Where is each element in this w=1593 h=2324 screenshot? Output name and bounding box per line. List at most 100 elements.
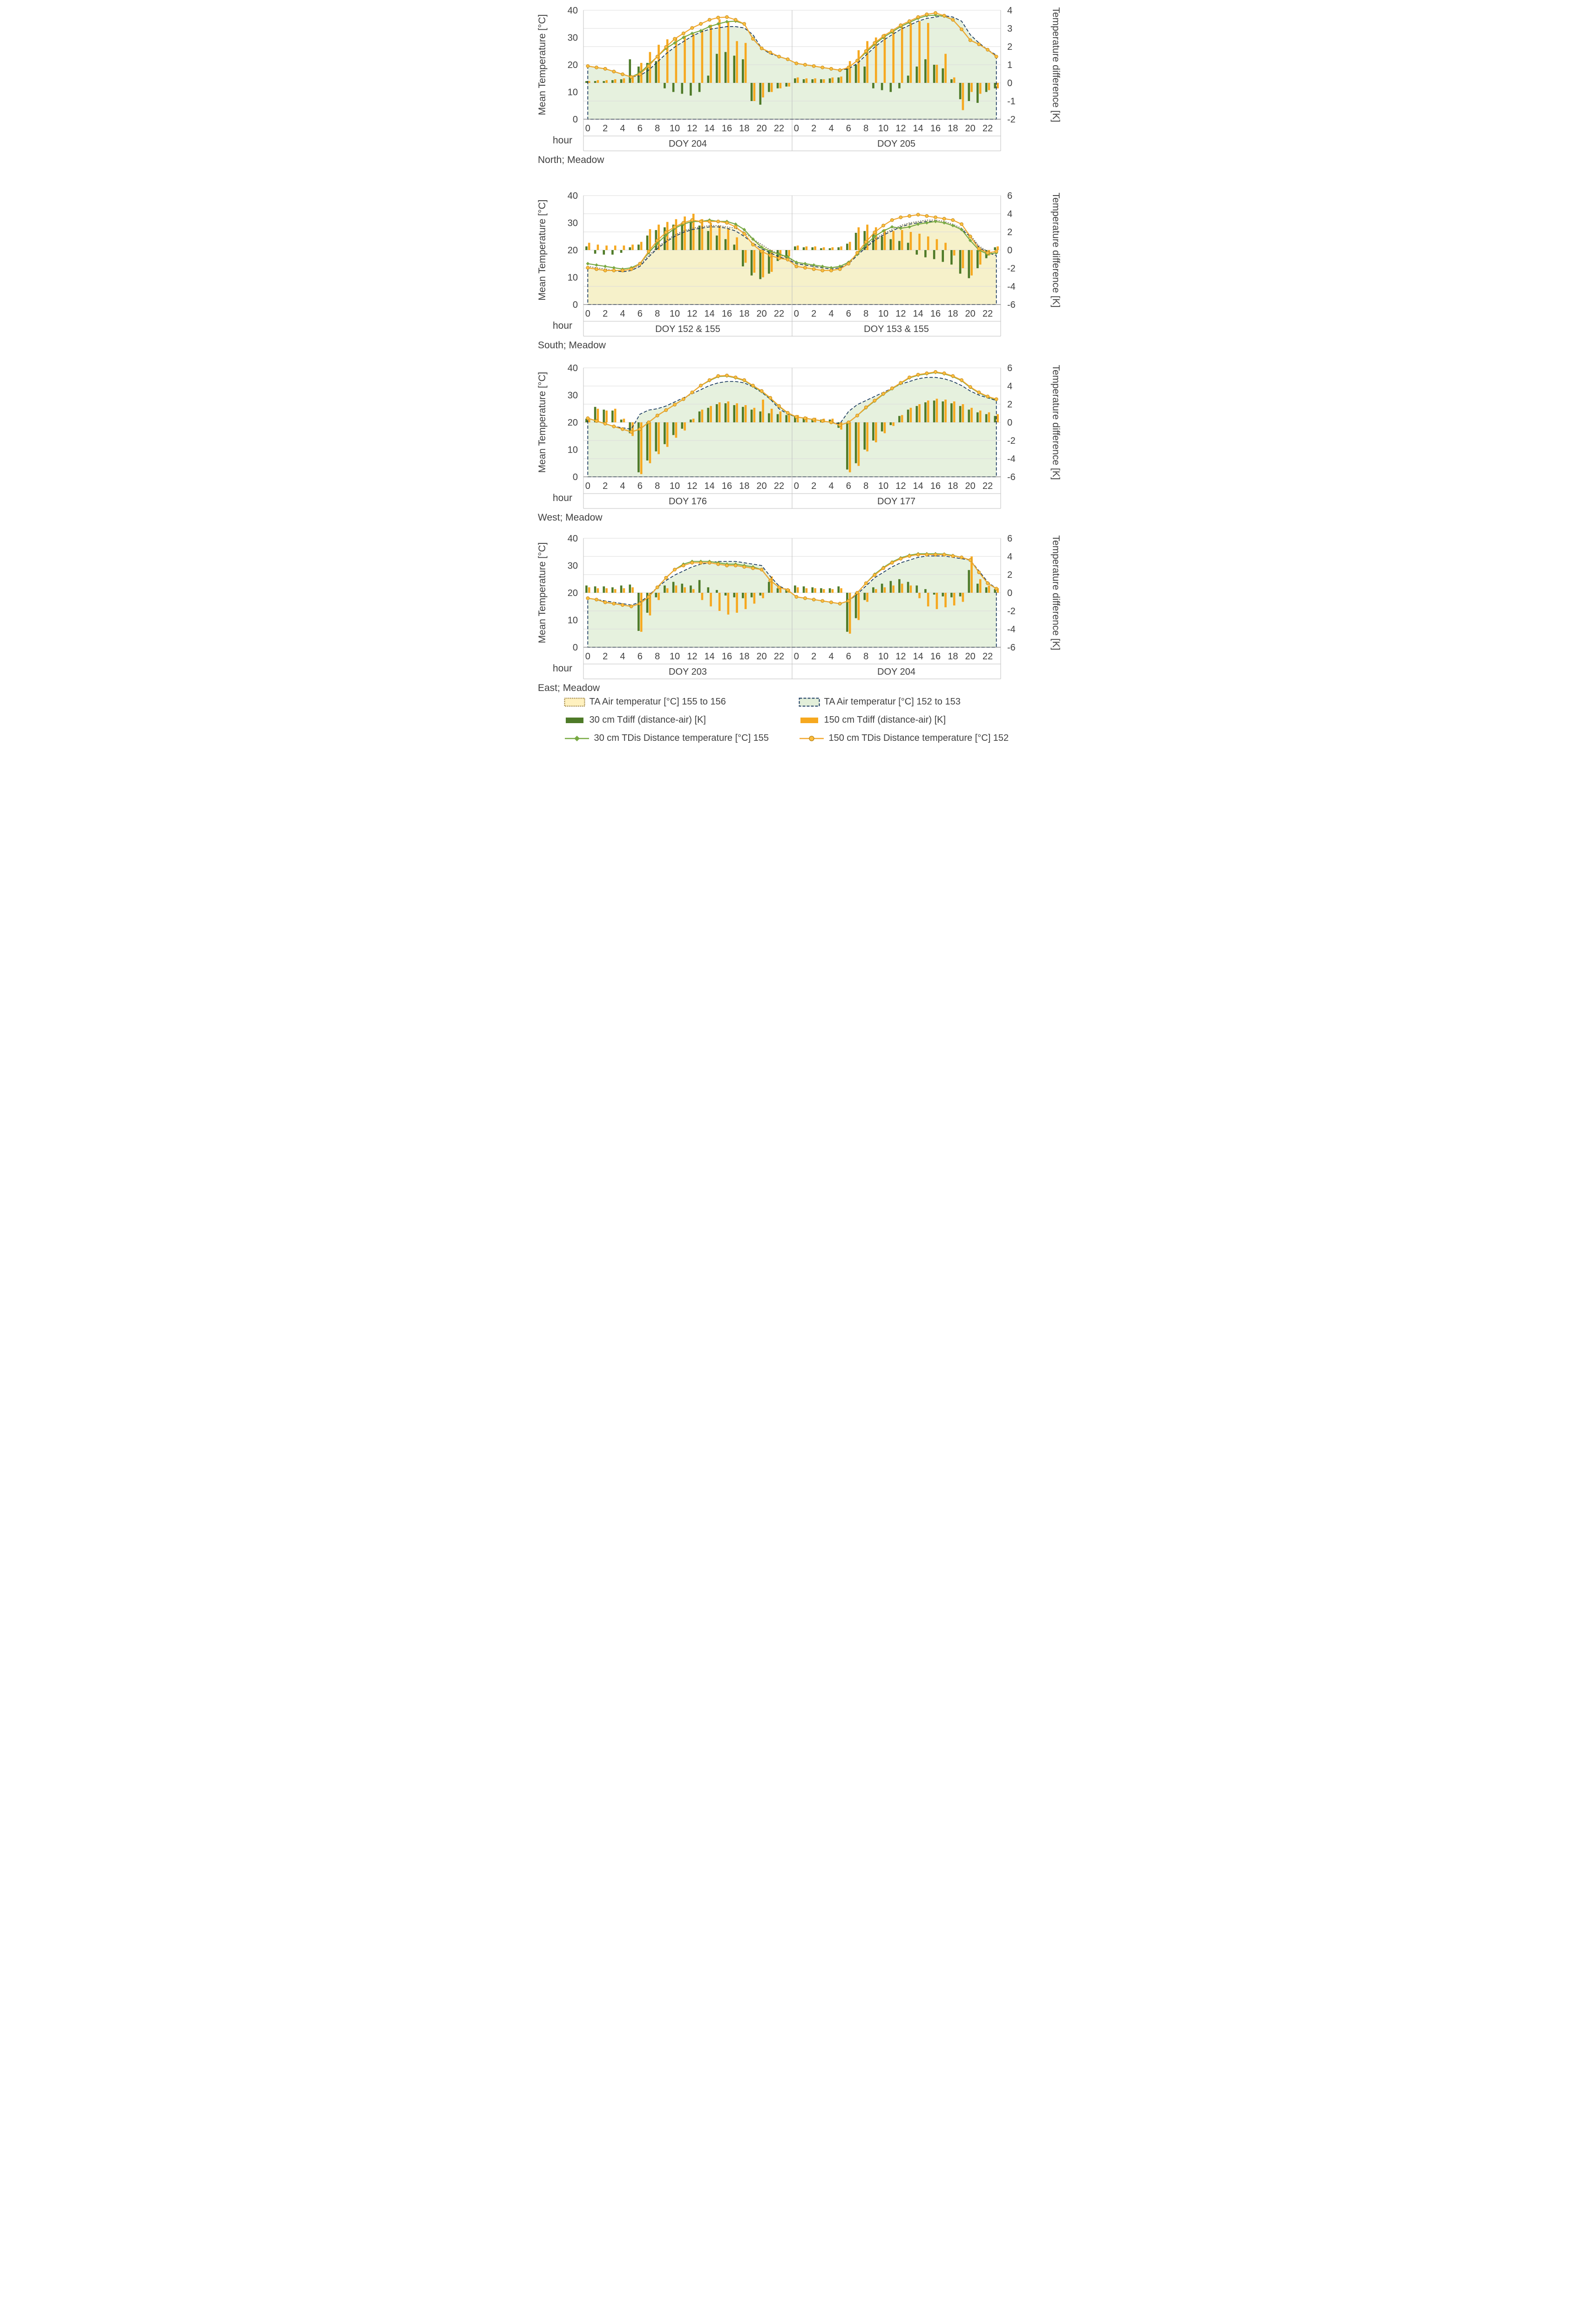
x-axis-title: hour	[552, 320, 572, 331]
svg-text:0: 0	[793, 651, 799, 662]
svg-text:20: 20	[756, 651, 766, 662]
svg-text:14: 14	[913, 309, 923, 319]
svg-text:4: 4	[620, 481, 625, 491]
svg-text:Mean Temperature [°C]: Mean Temperature [°C]	[537, 200, 548, 301]
svg-text:2: 2	[1007, 400, 1012, 410]
figure: 0 10 20 30 40 -2 -1 0 1 2 3 4 0 2 4 6 8 10 12 14 16 18 20 22 0 2 4…	[531, 0, 1062, 750]
chart-panels: 0 10 20 30 40 -2 -1 0 1 2 3 4 0 2 4 6 8 10 12 14 16 18 20 22 0 2 4…	[531, 3, 1062, 695]
svg-text:30: 30	[567, 218, 577, 229]
svg-text:DOY 177: DOY 177	[877, 496, 915, 507]
svg-text:0: 0	[1007, 245, 1012, 256]
left-axis-labels: 0 10 20 30 40	[567, 363, 577, 482]
left-axis-title: Mean Temperature [°C]	[537, 14, 548, 115]
x-axis-labels: 0 2 4 6 8 10 12 14 16 18 20 22 0 2 4 6 8 10 12 14 16 18 20 22	[585, 309, 992, 319]
svg-text:12: 12	[687, 123, 697, 134]
svg-text:4: 4	[620, 309, 625, 319]
svg-text:18: 18	[948, 481, 958, 491]
svg-text:10: 10	[669, 309, 679, 319]
svg-text:30: 30	[567, 33, 577, 43]
svg-text:20: 20	[567, 245, 577, 256]
chart-panel-east: 0 10 20 30 40 -6 -4 -2 0 2 4 6 0 2 4 6 8 10 12 14 16 18 20 22 0 2…	[531, 531, 1062, 695]
svg-text:0: 0	[1007, 78, 1012, 88]
svg-text:18: 18	[739, 309, 749, 319]
svg-text:22: 22	[773, 651, 784, 662]
svg-text:0: 0	[1007, 588, 1012, 598]
svg-text:22: 22	[982, 651, 992, 662]
legend-label: 30 cm Tdiff (distance-air) [K]	[589, 715, 706, 725]
svg-text:6: 6	[637, 309, 642, 319]
svg-text:4: 4	[828, 481, 834, 491]
area-dotted-yellow-swatch-icon	[564, 698, 585, 706]
svg-text:14: 14	[704, 481, 714, 491]
svg-text:12: 12	[895, 309, 906, 319]
svg-text:2: 2	[603, 651, 608, 662]
svg-text:Mean Temperature [°C]: Mean Temperature [°C]	[537, 372, 548, 473]
svg-text:-6: -6	[1007, 300, 1016, 310]
svg-text:0: 0	[793, 123, 799, 134]
bars-tdiff-30cm	[585, 52, 996, 105]
svg-text:20: 20	[965, 123, 975, 134]
svg-text:10: 10	[567, 616, 577, 626]
left-axis-labels: 0 10 20 30 40	[567, 191, 577, 310]
right-axis-labels: -6 -4 -2 0 2 4 6	[1007, 191, 1016, 310]
x-axis-labels: 0 2 4 6 8 10 12 14 16 18 20 22 0 2 4 6 8 10 12 14 16 18 20 22	[585, 651, 992, 662]
svg-text:20: 20	[567, 588, 577, 598]
svg-text:Temperature difference [K]: Temperature difference [K]	[1051, 365, 1061, 480]
svg-text:20: 20	[756, 309, 766, 319]
svg-text:14: 14	[913, 651, 923, 662]
svg-text:14: 14	[704, 309, 714, 319]
tdis-150cm-line	[585, 213, 998, 272]
right-axis-title: Temperature difference [K]	[1051, 535, 1061, 650]
svg-text:8: 8	[863, 481, 868, 491]
chart-panel-west: 0 10 20 30 40 -6 -4 -2 0 2 4 6 0 2 4 6 8 10 12 14 16 18 20 22 0 2…	[531, 360, 1062, 524]
svg-text:18: 18	[948, 123, 958, 134]
air-outline-152	[587, 377, 997, 477]
tdis-150cm-line	[585, 11, 998, 79]
svg-text:6: 6	[846, 123, 851, 134]
svg-text:0: 0	[572, 300, 577, 310]
svg-text:20: 20	[965, 309, 975, 319]
svg-text:4: 4	[620, 123, 625, 134]
chart-panel-north: 0 10 20 30 40 -2 -1 0 1 2 3 4 0 2 4 6 8 10 12 14 16 18 20 22 0 2 4…	[531, 3, 1062, 167]
svg-text:8: 8	[863, 123, 868, 134]
tdis-150cm-line	[585, 370, 998, 434]
svg-text:4: 4	[828, 651, 834, 662]
svg-text:16: 16	[721, 651, 732, 662]
svg-text:DOY 205: DOY 205	[877, 139, 915, 149]
svg-text:10: 10	[878, 481, 888, 491]
svg-text:14: 14	[704, 123, 714, 134]
svg-text:20: 20	[756, 123, 766, 134]
tdis-150cm-line	[585, 553, 998, 609]
svg-text:10: 10	[669, 651, 679, 662]
svg-text:Mean Temperature [°C]: Mean Temperature [°C]	[537, 14, 548, 115]
svg-text:West; Meadow: West; Meadow	[538, 512, 603, 523]
svg-text:3: 3	[1007, 24, 1012, 34]
svg-text:12: 12	[687, 309, 697, 319]
svg-text:10: 10	[878, 651, 888, 662]
svg-text:6: 6	[846, 481, 851, 491]
right-axis-labels: -6 -4 -2 0 2 4 6	[1007, 534, 1016, 653]
svg-text:6: 6	[1007, 191, 1012, 201]
svg-text:DOY 204: DOY 204	[669, 139, 707, 149]
svg-text:12: 12	[687, 481, 697, 491]
svg-text:Temperature difference [K]: Temperature difference [K]	[1051, 7, 1061, 122]
svg-text:-6: -6	[1007, 472, 1016, 482]
svg-text:DOY 153 & 155: DOY 153 & 155	[864, 324, 929, 334]
svg-text:20: 20	[965, 481, 975, 491]
left-axis-labels: 0 10 20 30 40	[567, 534, 577, 653]
svg-text:2: 2	[603, 123, 608, 134]
legend-item-tdiff-30: 30 cm Tdiff (distance-air) [K]	[564, 715, 787, 725]
svg-text:18: 18	[739, 481, 749, 491]
svg-text:2: 2	[1007, 42, 1012, 52]
svg-text:0: 0	[585, 309, 590, 319]
svg-text:4: 4	[828, 123, 834, 134]
left-axis-title: Mean Temperature [°C]	[537, 372, 548, 473]
panel-caption: South; Meadow	[538, 340, 606, 351]
svg-text:8: 8	[655, 309, 660, 319]
svg-text:16: 16	[930, 651, 940, 662]
left-axis-labels: 0 10 20 30 40	[567, 6, 577, 125]
svg-text:-2: -2	[1007, 264, 1016, 274]
